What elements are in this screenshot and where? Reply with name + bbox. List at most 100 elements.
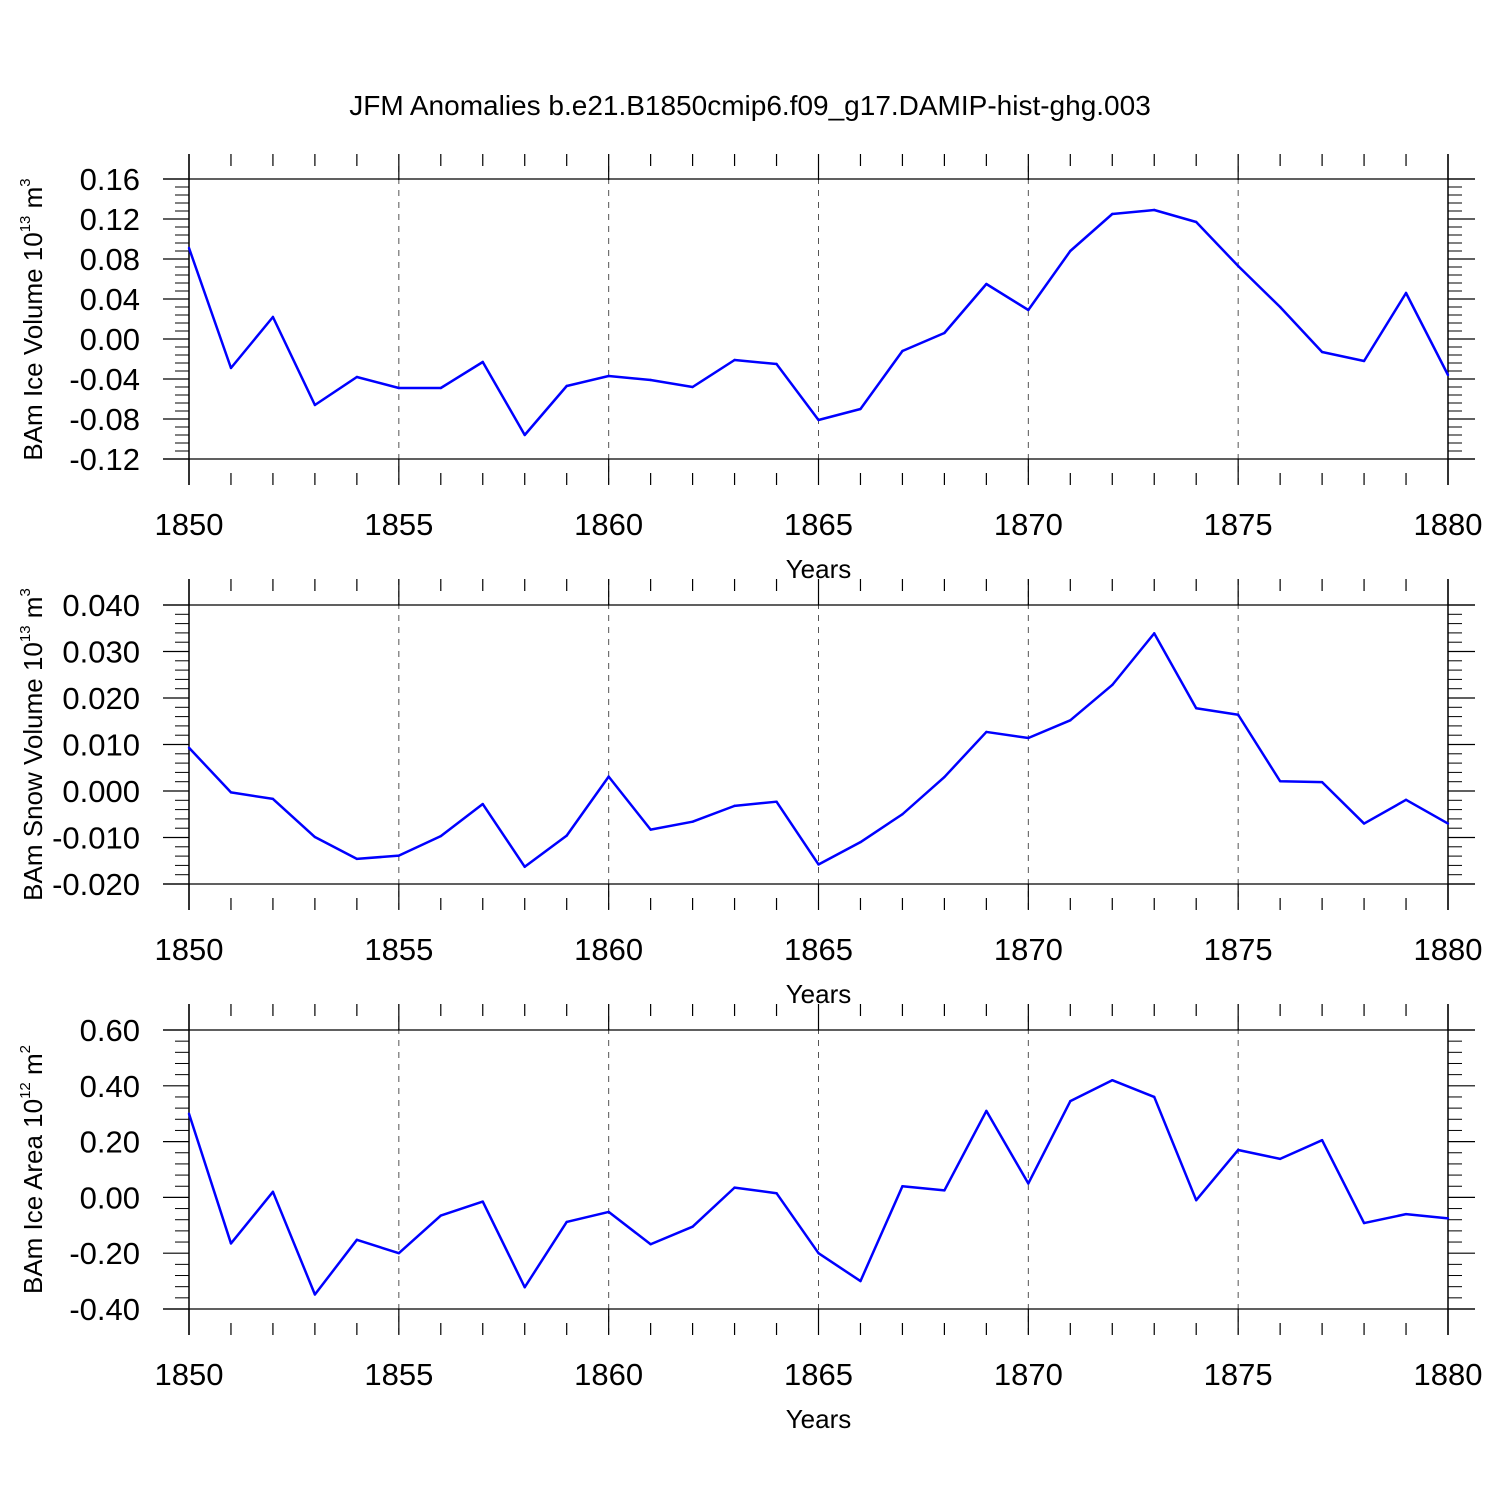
- data-point: [229, 791, 233, 794]
- data-point: [1278, 1157, 1282, 1161]
- data-point: [1153, 208, 1156, 212]
- y-tick-label: 0.60: [80, 1013, 140, 1048]
- data-point: [817, 863, 820, 866]
- y-tick-label: -0.40: [69, 1292, 140, 1327]
- data-point: [607, 1210, 610, 1214]
- data-point: [439, 834, 442, 838]
- y-tick-label: -0.20: [69, 1236, 140, 1271]
- y-tick-label: -0.04: [69, 362, 140, 397]
- y-axis-label: BAm Ice Area 1012 m2: [17, 1045, 48, 1294]
- x-tick-label: 1870: [994, 507, 1063, 542]
- data-point: [481, 802, 484, 806]
- x-axis-label: Years: [786, 1404, 852, 1434]
- data-point: [1111, 683, 1114, 687]
- data-point: [691, 385, 694, 389]
- x-tick-label: 1860: [574, 507, 643, 542]
- data-point: [733, 1186, 736, 1189]
- data-point: [691, 820, 694, 823]
- data-point: [397, 386, 401, 390]
- data-point: [271, 1190, 275, 1194]
- data-point: [355, 375, 359, 379]
- data-point: [775, 800, 778, 803]
- data-point: [313, 1293, 317, 1296]
- data-point: [649, 378, 652, 382]
- data-point: [187, 246, 191, 250]
- data-point: [523, 1286, 526, 1289]
- data-point: [943, 1189, 946, 1192]
- data-point: [691, 1225, 694, 1228]
- x-tick-label: 1850: [155, 1357, 224, 1392]
- data-point: [1236, 264, 1240, 268]
- x-tick-label: 1870: [994, 932, 1063, 967]
- data-point: [523, 433, 526, 437]
- data-point: [1153, 1095, 1156, 1099]
- data-point: [1111, 1079, 1114, 1082]
- data-point: [313, 403, 317, 407]
- y-tick-label: 0.40: [80, 1069, 140, 1104]
- data-point: [1362, 1221, 1366, 1225]
- data-point: [901, 813, 904, 816]
- y-tick-label: 0.04: [80, 282, 140, 317]
- y-tick-label: 0.010: [62, 728, 140, 763]
- data-point: [1069, 719, 1072, 722]
- data-point: [355, 857, 359, 861]
- x-tick-label: 1860: [574, 1357, 643, 1392]
- y-tick-label: 0.16: [80, 162, 140, 197]
- x-tick-label: 1855: [364, 1357, 433, 1392]
- x-tick-label: 1855: [364, 507, 433, 542]
- y-tick-label: 0.20: [80, 1125, 140, 1160]
- panel-1: -0.12 -0.08 -0.04 0.00 0.04 0.08 0.12 0.16 1850 1…: [17, 154, 1482, 584]
- x-tick-label: 1875: [1204, 1357, 1273, 1392]
- data-point: [187, 746, 191, 749]
- data-point: [901, 349, 904, 353]
- y-tick-label: -0.12: [69, 442, 140, 477]
- data-point: [607, 775, 610, 778]
- data-point: [271, 797, 275, 801]
- panel-2: -0.020 -0.010 0.000 0.010 0.020 0.030 0.040 185…: [17, 579, 1482, 1009]
- data-point: [1236, 1148, 1240, 1152]
- data-point: [1404, 1212, 1408, 1216]
- x-tick-label: 1880: [1414, 932, 1483, 967]
- data-point: [565, 1220, 568, 1224]
- data-point: [1404, 291, 1408, 295]
- data-point: [1446, 1217, 1450, 1220]
- data-point: [229, 366, 233, 370]
- data-point: [1446, 822, 1450, 825]
- data-point: [607, 374, 610, 378]
- x-tick-label: 1850: [155, 507, 224, 542]
- data-point: [817, 418, 820, 422]
- data-point: [1027, 736, 1030, 740]
- y-tick-label: -0.010: [52, 821, 140, 856]
- data-point: [943, 775, 946, 779]
- x-tick-label: 1865: [784, 1357, 853, 1392]
- data-point: [187, 1112, 191, 1115]
- x-tick-label: 1875: [1204, 932, 1273, 967]
- data-point: [985, 730, 988, 734]
- y-axis-label: BAm Snow Volume 1013 m3: [17, 588, 48, 901]
- data-point: [1362, 359, 1366, 363]
- data-point: [1195, 707, 1198, 710]
- data-point: [1278, 780, 1282, 783]
- data-point: [397, 1252, 401, 1255]
- data-point: [439, 1214, 442, 1217]
- data-point: [1362, 822, 1366, 825]
- data-point: [985, 282, 988, 286]
- y-tick-label: 0.040: [62, 588, 140, 623]
- x-tick-label: 1855: [364, 932, 433, 967]
- data-point: [775, 1192, 778, 1195]
- data-point: [1404, 798, 1408, 802]
- x-tick-label: 1880: [1414, 507, 1483, 542]
- data-point: [817, 1252, 820, 1255]
- x-tick-label: 1865: [784, 507, 853, 542]
- y-tick-label: 0.00: [80, 1180, 140, 1215]
- data-point: [1236, 713, 1240, 716]
- data-point: [481, 360, 484, 364]
- data-point: [1027, 1182, 1030, 1185]
- y-axis-label: BAm Ice Volume 1013 m3: [17, 178, 48, 460]
- data-point: [775, 362, 778, 366]
- data-point: [397, 854, 401, 857]
- data-point: [733, 358, 736, 362]
- data-point: [649, 828, 652, 831]
- data-point: [565, 384, 568, 388]
